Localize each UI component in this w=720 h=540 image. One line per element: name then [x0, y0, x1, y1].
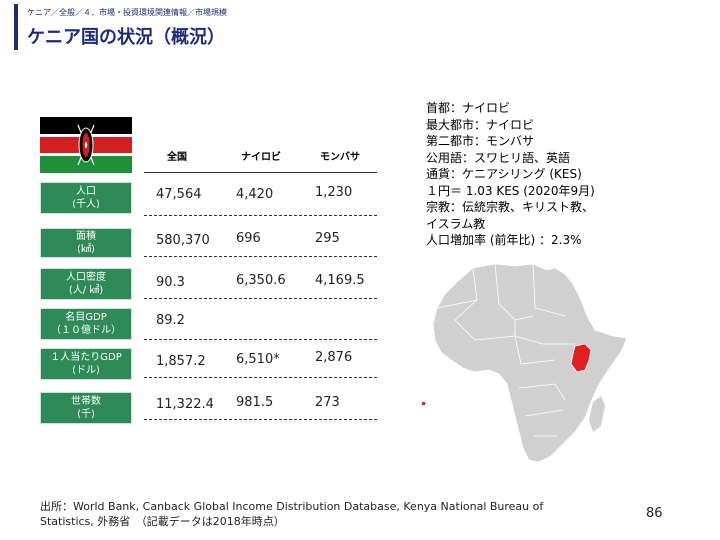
page-title: ケニア国の状況（概況） [27, 27, 225, 48]
country-facts: 首都：ナイロビ 最大都市：ナイロビ 第二都市：モンバサ 公用語：スワヒリ語、英語… [426, 100, 595, 249]
row-label-population-density: 人口密度 (人/ ㎢) [40, 268, 132, 300]
column-header-mombasa: モンバサ [320, 152, 360, 163]
fact-line: 人口増加率 (前年比) ：2.3% [426, 233, 582, 247]
row-label-gdp-per-capita: １人当たりGDP (ドル) [40, 348, 132, 380]
row-label-area: 面積 (㎢) [40, 228, 132, 258]
cape-verde-highlight [422, 402, 425, 405]
column-header-national: 全国 [167, 152, 187, 163]
column-header-nairobi: ナイロビ [241, 152, 281, 163]
fact-line: 宗教：伝統宗教、キリスト教、 [426, 200, 595, 214]
fact-line: 通貨：ケニアシリング (KES) [426, 167, 582, 181]
table-cell: 295 [315, 231, 340, 246]
table-header-rule [144, 172, 377, 173]
fact-line: 最大都市：ナイロビ [426, 117, 535, 132]
table-cell: 6,510* [236, 352, 280, 367]
title-accent-bar [14, 4, 18, 50]
row-label-population: 人口 (千人) [40, 182, 132, 214]
table-cell: 11,322.4 [156, 397, 214, 412]
table-cell: 4,420 [236, 187, 274, 202]
table-cell: 273 [315, 395, 340, 410]
table-cell: 580,370 [156, 233, 210, 248]
row-label-households: 世帯数 (千) [40, 392, 132, 424]
kenya-highlight [570, 343, 592, 373]
table-cell: 1,857.2 [156, 354, 206, 369]
row-divider [144, 339, 377, 340]
row-divider [144, 377, 377, 378]
table-cell: 6,350.6 [236, 273, 286, 288]
table-cell: 90.3 [156, 275, 185, 290]
row-label-nominal-gdp: 名目GDP （１０億ドル） [40, 308, 132, 340]
row-divider [144, 256, 377, 257]
kenya-flag-icon [40, 117, 132, 173]
row-divider [144, 419, 377, 420]
fact-line: １円＝ 1.03 KES (2020年9月) [426, 183, 595, 198]
table-cell: 4,169.5 [315, 273, 365, 288]
row-divider [144, 298, 377, 299]
fact-line: 公用語：スワヒリ語、英語 [426, 150, 571, 165]
breadcrumb: ケニア／全般／４．市場・投資環境関連情報／市場規模 [27, 8, 227, 17]
row-divider [144, 215, 377, 216]
fact-line: イスラム教 [426, 216, 486, 231]
table-cell: 47,564 [156, 187, 202, 202]
africa-map [422, 263, 628, 463]
fact-line: 首都：ナイロビ [426, 101, 511, 115]
table-cell: 1,230 [315, 185, 353, 200]
fact-line: 第二都市：モンバサ [426, 134, 535, 148]
source-note: 出所：World Bank, Canback Global Income Dis… [40, 500, 544, 528]
page-number: 86 [646, 506, 663, 521]
table-cell: 981.5 [236, 395, 274, 410]
table-cell: 2,876 [315, 350, 353, 365]
madagascar [589, 396, 605, 432]
table-cell: 89.2 [156, 313, 185, 328]
table-cell: 696 [236, 231, 261, 246]
